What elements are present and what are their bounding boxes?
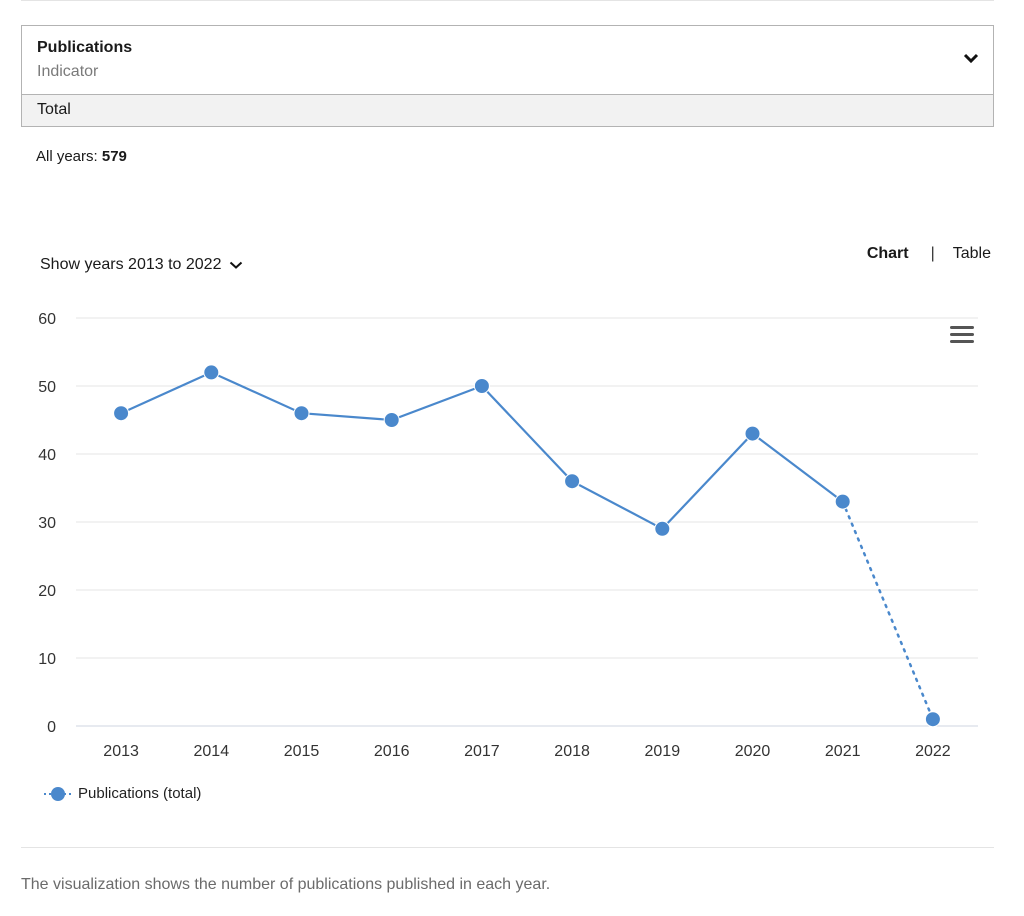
data-point[interactable] bbox=[293, 405, 310, 422]
y-tick-label: 30 bbox=[38, 515, 56, 532]
all-years-value: 579 bbox=[101, 148, 127, 165]
view-toggle-separator: | bbox=[930, 245, 935, 262]
indicator-dropdown[interactable]: Publications Indicator bbox=[22, 26, 993, 95]
all-years-summary: All years: 579 bbox=[36, 148, 127, 165]
data-point[interactable] bbox=[924, 711, 941, 728]
indicator-subtitle: Indicator bbox=[37, 63, 99, 80]
x-tick-label: 2018 bbox=[554, 743, 590, 760]
legend-marker-icon bbox=[44, 786, 72, 801]
chart-gridlines bbox=[76, 317, 978, 727]
y-tick-label: 0 bbox=[47, 719, 56, 736]
series-line-incomplete bbox=[841, 500, 935, 721]
y-tick-label: 60 bbox=[38, 311, 56, 328]
bottom-divider bbox=[21, 847, 994, 848]
y-tick-label: 50 bbox=[38, 379, 56, 396]
chevron-down-icon[interactable] bbox=[963, 52, 979, 64]
year-range-dropdown[interactable]: Show years 2013 to 2022 bbox=[40, 256, 243, 274]
indicator-selected-value[interactable]: Total bbox=[22, 95, 993, 126]
y-tick-label: 40 bbox=[38, 447, 56, 464]
x-tick-label: 2015 bbox=[284, 743, 320, 760]
x-tick-label: 2017 bbox=[464, 743, 500, 760]
data-point[interactable] bbox=[834, 493, 851, 510]
x-tick-label: 2014 bbox=[194, 743, 230, 760]
chart-series bbox=[113, 364, 941, 728]
chart-caption: The visualization shows the number of pu… bbox=[21, 876, 551, 893]
indicator-selector: Publications Indicator Total bbox=[21, 25, 994, 127]
top-divider bbox=[21, 0, 994, 1]
data-point[interactable] bbox=[473, 378, 490, 394]
all-years-label: All years: bbox=[36, 148, 102, 165]
y-tick-label: 10 bbox=[38, 651, 56, 668]
data-point[interactable] bbox=[654, 520, 671, 537]
chart-menu-icon[interactable] bbox=[948, 324, 976, 346]
data-point[interactable] bbox=[203, 364, 220, 381]
series-line bbox=[120, 371, 844, 531]
y-tick-label: 20 bbox=[38, 583, 56, 600]
x-tick-label: 2020 bbox=[735, 743, 771, 760]
indicator-value-label: Total bbox=[37, 101, 71, 118]
chevron-down-icon bbox=[230, 261, 243, 269]
data-point[interactable] bbox=[744, 425, 761, 442]
legend-label: Publications (total) bbox=[78, 785, 202, 802]
y-axis-tick-labels: 0 10 20 30 40 50 60 bbox=[38, 311, 56, 736]
x-tick-label: 2019 bbox=[645, 743, 681, 760]
x-tick-label: 2021 bbox=[825, 743, 861, 760]
year-range-label: Show years 2013 to 2022 bbox=[40, 256, 222, 273]
indicator-title: Publications bbox=[37, 39, 133, 56]
chart-legend-item[interactable]: Publications (total) bbox=[44, 785, 201, 802]
data-point[interactable] bbox=[113, 405, 130, 422]
data-point[interactable] bbox=[564, 473, 581, 490]
table-view-link[interactable]: Table bbox=[952, 245, 991, 262]
chart-view-link[interactable]: Chart bbox=[866, 245, 909, 262]
x-axis-tick-labels: 2013 2014 2015 2016 2017 2018 2019 2020 2021 2022 bbox=[103, 743, 950, 760]
x-tick-label: 2022 bbox=[915, 743, 951, 760]
view-toggle: Chart | Table bbox=[867, 245, 991, 263]
data-point[interactable] bbox=[383, 412, 400, 428]
x-tick-label: 2013 bbox=[103, 743, 139, 760]
x-tick-label: 2016 bbox=[374, 743, 410, 760]
